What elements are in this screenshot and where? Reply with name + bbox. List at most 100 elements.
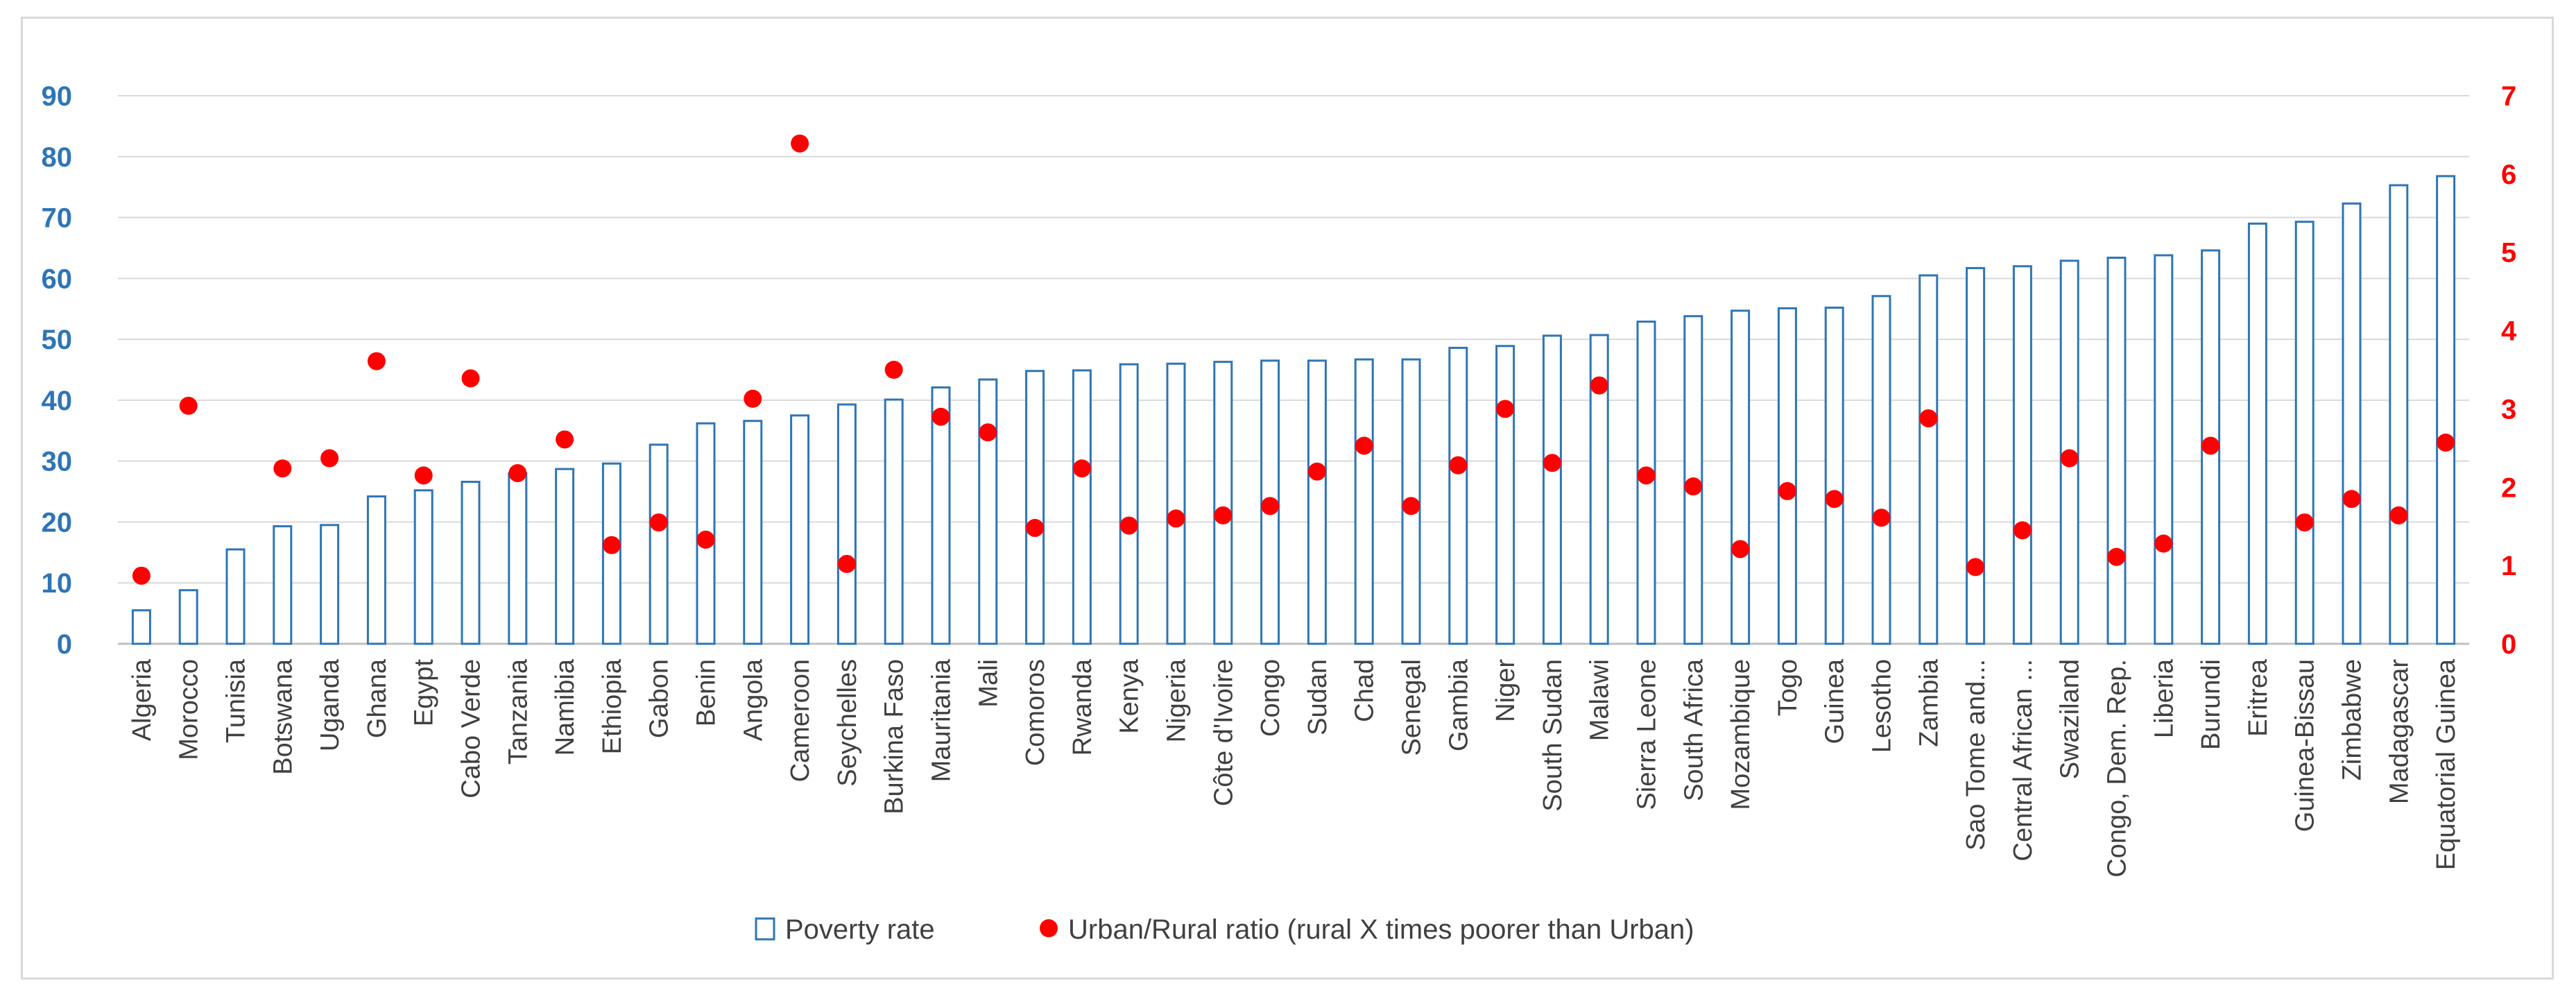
poverty-rate-bar [2436,175,2456,645]
poverty-rate-bar [2389,184,2409,645]
urban-rural-ratio-point [2154,534,2173,553]
urban-rural-ratio-point [1214,506,1233,524]
poverty-rate-bar [2247,222,2267,645]
urban-rural-ratio-point [1872,509,1891,527]
poverty-rate-bar [273,525,293,645]
poverty-rate-bar [1824,306,1844,645]
poverty-rate-bar [1307,359,1327,645]
poverty-rate-bar [2154,254,2174,645]
category-label: Mali [974,659,1003,708]
urban-rural-ratio-point [461,369,480,388]
urban-rural-ratio-point [1731,540,1750,558]
urban-rural-ratio-point [696,530,715,549]
left-axis-tick-label: 40 [42,386,73,416]
poverty-rate-bar [1119,363,1139,645]
urban-rural-ratio-point [414,466,433,485]
poverty-rate-bar [320,524,340,645]
left-axis-tick-label: 20 [42,507,73,538]
category-labels: Algeria Morocco Tunisia Botswana Uganda Ghana… [128,658,2461,878]
urban-rural-ratio-point [1167,509,1185,528]
category-label: Comoros [1021,659,1050,766]
urban-rural-ratio-point [1072,459,1091,478]
poverty-rate-bar [2106,256,2127,645]
poverty-rate-bar [1213,361,1233,645]
right-axis-tick-label: 0 [2501,629,2516,660]
category-label: Rwanda [1068,658,1097,755]
left-axis-tick-label: 80 [42,142,73,173]
urban-rural-ratio-point [1307,462,1326,481]
category-label: Gambia [1444,658,1473,751]
urban-rural-ratio-point [1543,454,1561,472]
category-label: South Sudan [1538,659,1568,812]
category-label: Angola [739,658,768,741]
urban-rural-ratio-point [2389,506,2408,524]
category-label: Malawi [1586,659,1615,741]
poverty-rate-bar [1354,358,1374,645]
category-label: Chad [1350,659,1380,722]
category-label: Cameroon [786,659,815,782]
poverty-rate-bar [461,481,481,645]
legend: Poverty rate Urban/Rural ratio (rural X t… [755,914,1694,945]
left-axis-tick-label: 10 [42,568,73,599]
right-axis-tick-label: 5 [2501,238,2516,268]
category-label: Eritrea [2244,658,2273,737]
urban-rural-ratio-point [320,449,339,468]
poverty-rate-bar [649,443,669,645]
left-axis-tick-label: 90 [42,81,73,112]
left-axis-tick-label: 70 [42,203,73,234]
category-label: Egypt [410,659,439,727]
category-label: Sao Tome and... [1961,659,1991,851]
urban-rural-ratio-point [1026,518,1045,537]
category-label: Guinea [1821,658,1850,744]
category-label: Ghana [363,658,392,738]
urban-rural-ratio-point [556,430,574,449]
category-label: Central African ... [2009,659,2038,861]
poverty-rate-bars [131,175,2456,645]
category-label: Seychelles [833,659,862,787]
urban-rural-ratio-point [1637,466,1656,485]
poverty-rate-bar [131,609,151,645]
poverty-rate-bar [178,589,198,645]
poverty-rate-bar [1777,307,1797,645]
urban-rural-ratio-point [2437,433,2455,452]
category-label: Ethiopia [598,658,627,754]
urban-rural-ratio-point [1355,436,1373,455]
category-label: Zambia [1914,658,1943,747]
poverty-rate-bar [508,472,528,645]
category-label: Kenya [1115,658,1144,734]
right-axis-tick-label: 1 [2501,551,2516,581]
urban-rural-ratio-point [1119,516,1138,535]
right-axis-tick-label: 2 [2501,472,2516,503]
left-axis-tick-label: 0 [57,629,72,660]
poverty-rate-bar [413,489,433,645]
poverty-rate-bar [1542,334,1562,645]
urban-rural-ratio-point [2201,436,2220,455]
poverty-rate-bar [790,414,810,645]
poverty-rate-bar [1072,369,1092,645]
urban-rural-ratio-point [931,407,950,426]
urban-rural-ratio-point [2107,547,2126,566]
poverty-rate-bar [2012,265,2032,645]
urban-rural-ratio-point [744,389,762,408]
poverty-rate-bar [1166,362,1186,645]
urban-rural-ratio-point [1825,490,1844,509]
category-label: Mozambique [1726,659,1755,810]
poverty-rate-bar [884,398,904,645]
legend-label-poverty-rate: Poverty rate [785,914,935,945]
urban-rural-ratio-point [508,463,527,482]
urban-rural-ratio-point [884,361,903,379]
urban-rural-ratio-points [132,134,2455,585]
category-label: Tanzania [504,658,533,765]
poverty-rate-bar [2342,202,2362,645]
legend-dot-swatch [1040,919,1058,937]
category-label: Senegal [1398,659,1427,755]
urban-rural-ratio-point [837,554,856,573]
urban-rural-ratio-point [649,513,668,532]
poverty-rate-bar [1495,345,1515,645]
category-label: Swaziland [2056,659,2085,779]
urban-rural-ratio-point [1966,558,1985,577]
right-axis-ticks: 0 1 2 3 4 5 6 7 [2501,81,2517,660]
right-axis-tick-label: 7 [2501,81,2516,112]
right-axis-tick-label: 3 [2501,394,2516,425]
urban-rural-ratio-point [1778,481,1796,500]
